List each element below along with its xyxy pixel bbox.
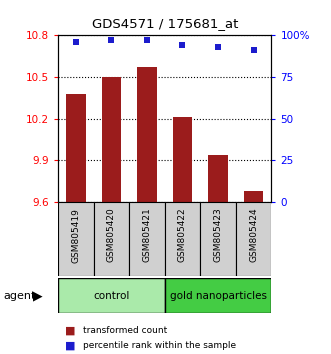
Text: GSM805424: GSM805424 [249,208,258,262]
Bar [244,191,263,202]
Bar [102,77,121,202]
Text: ■: ■ [65,340,75,350]
Text: GSM805423: GSM805423 [213,208,222,262]
Bar [137,67,157,202]
Bar [58,202,93,276]
Bar [165,202,200,276]
Text: gold nanoparticles: gold nanoparticles [169,291,266,301]
Bar [236,202,271,276]
Text: GSM805422: GSM805422 [178,208,187,262]
Text: agent: agent [3,291,36,301]
Text: control: control [93,291,129,301]
Bar [208,155,228,202]
Bar [165,278,271,313]
Text: GDS4571 / 175681_at: GDS4571 / 175681_at [92,17,239,30]
Text: GSM805421: GSM805421 [142,208,151,262]
Text: percentile rank within the sample: percentile rank within the sample [83,341,236,350]
Bar [200,202,236,276]
Text: GSM805420: GSM805420 [107,208,116,262]
Bar [93,202,129,276]
Bar [58,278,165,313]
Bar [173,117,192,202]
Bar [129,202,165,276]
Text: ■: ■ [65,326,75,336]
Text: transformed count: transformed count [83,326,167,336]
Text: ▶: ▶ [33,289,43,302]
Bar [66,93,85,202]
Text: GSM805419: GSM805419 [71,208,80,263]
